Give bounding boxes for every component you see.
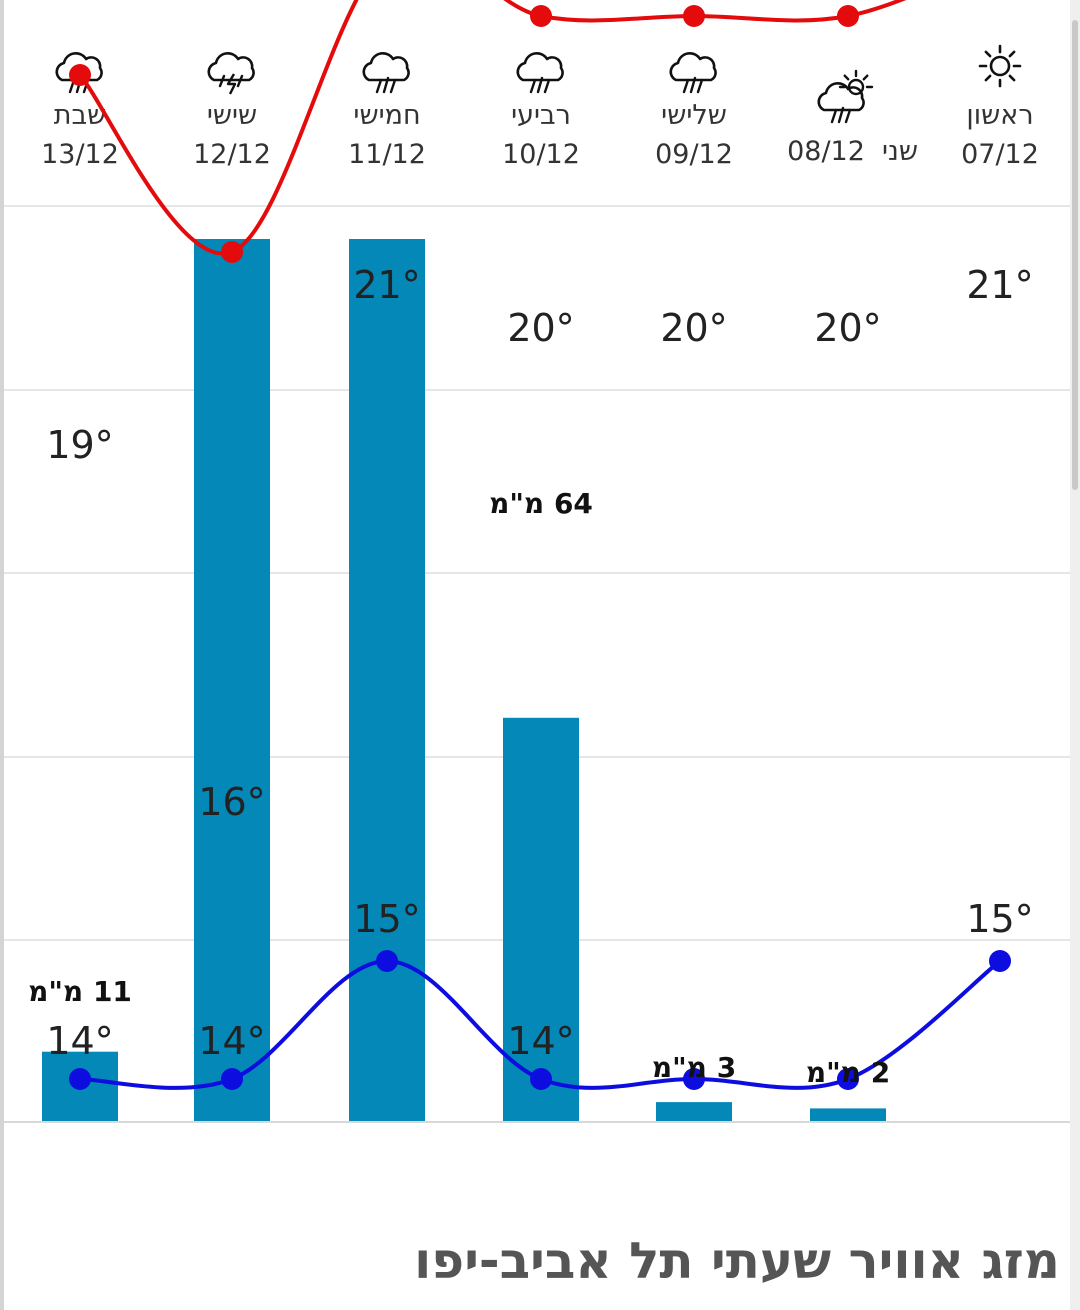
day-date: 11/12: [348, 139, 426, 170]
chart-labels: 21° 20° 20° 20° 21° 16° 19° 15° 14° 15° 14° 14° 2 מ"…: [28, 263, 1034, 1089]
scrollbar-track[interactable]: [1070, 0, 1080, 1310]
sun-ray: [984, 50, 992, 58]
day-header-08-12: שני 08/12: [787, 69, 918, 167]
lightning-bolt: [226, 73, 237, 95]
rain-drop: [830, 108, 838, 124]
day-date: 08/12: [787, 136, 865, 167]
scrollbar-thumb[interactable]: [1072, 20, 1078, 490]
min-temp-point: [683, 1068, 705, 1090]
rain-drop: [218, 74, 226, 88]
sun-ray: [1008, 50, 1016, 58]
rain-cloud-icon: [516, 52, 564, 94]
day-header-10-12: רביעי 10/12: [502, 52, 580, 170]
rain-cloud-icon: [669, 52, 717, 94]
rain-drop: [543, 78, 551, 94]
sun-ray: [843, 74, 850, 81]
day-header-09-12: שלישי 09/12: [655, 52, 733, 170]
min-temp-label: 14°: [46, 1019, 113, 1063]
rain-drop: [375, 78, 383, 94]
precip-bar: [656, 1102, 732, 1121]
max-temp-label: 20°: [507, 306, 574, 350]
sun-icon: [978, 44, 1022, 88]
cloud-shape: [669, 52, 717, 82]
max-temp-label: 20°: [660, 306, 727, 350]
day-header-12-12: שישי 12/12: [193, 52, 271, 170]
max-temp-label: 20°: [814, 306, 881, 350]
precip-label: 64 מ"מ: [489, 487, 593, 520]
cloud-shape: [55, 52, 103, 82]
precip-bar: [503, 717, 579, 1121]
max-temp-point: [683, 5, 705, 27]
day-name: רביעי: [511, 100, 571, 131]
min-temp-label: 15°: [966, 897, 1033, 941]
precip-label: 2 מ"מ: [806, 1056, 890, 1089]
max-temp-label: 21°: [353, 263, 420, 307]
max-temp-point: [530, 5, 552, 27]
precip-label: 11 מ"מ: [28, 975, 132, 1008]
page-title: מזג אוויר שעתי תל אביב-יפו: [414, 1232, 1060, 1290]
rain-drop: [529, 78, 537, 94]
day-date: 07/12: [961, 139, 1039, 170]
chart-gridlines: [4, 205, 1070, 1123]
precip-label: 3 מ"מ: [652, 1051, 736, 1084]
rain-drop: [389, 78, 397, 94]
precip-bar: [194, 239, 270, 1121]
min-temp-label: 15°: [353, 897, 420, 941]
rain-drop: [682, 78, 690, 94]
min-temp-point: [989, 950, 1011, 972]
max-temp-point: [69, 64, 91, 86]
day-date: 09/12: [655, 139, 733, 170]
day-headers: ראשון 07/12 שני 08/12 שלישי 09/12 רביעי 10/12 חמ…: [41, 44, 1039, 170]
min-temp-point: [376, 950, 398, 972]
sun-ray: [1008, 74, 1016, 82]
sun-core: [989, 55, 1011, 77]
min-temp-label: 14°: [198, 1019, 265, 1063]
rain-cloud-icon: [362, 52, 410, 94]
day-name: חמישי: [353, 100, 420, 131]
day-name: שישי: [207, 100, 257, 131]
cloud-shape: [362, 52, 410, 82]
max-temp-point: [837, 5, 859, 27]
day-name: שלישי: [661, 100, 727, 131]
cloud-shape: [817, 82, 865, 112]
sun-ray: [862, 74, 869, 81]
min-temp-point: [221, 1068, 243, 1090]
min-temp-point: [69, 1068, 91, 1090]
precip-bar: [810, 1108, 886, 1121]
rain-drop: [382, 76, 390, 94]
thunderstorm-icon: [207, 52, 255, 95]
max-temp-label: 19°: [46, 423, 113, 467]
day-date: 13/12: [41, 139, 119, 170]
day-date: 12/12: [193, 139, 271, 170]
max-temp-label: 21°: [966, 263, 1033, 307]
rain-drop: [844, 108, 852, 124]
max-temp-label: 16°: [198, 780, 265, 824]
day-name: ראשון: [966, 100, 1033, 131]
sun-cloud-rain-icon: [817, 69, 874, 124]
rain-drop: [536, 76, 544, 94]
day-name: שני: [882, 136, 918, 167]
forecast-chart: ראשון 07/12 שני 08/12 שלישי 09/12 רביעי 10/12 חמ…: [4, 0, 1070, 1123]
rain-drop: [837, 106, 845, 124]
cloud-shape: [516, 52, 564, 82]
window-frame-left: [0, 0, 4, 1310]
precip-bars: [42, 239, 886, 1121]
day-header-11-12: חמישי 11/12: [348, 52, 426, 170]
day-date: 10/12: [502, 139, 580, 170]
min-temp-label: 14°: [507, 1019, 574, 1063]
day-header-07-12: ראשון 07/12: [961, 44, 1039, 170]
max-temp-point: [221, 241, 243, 263]
rain-drop: [689, 76, 697, 94]
temp-lines: [69, 0, 1011, 1090]
precip-bar: [349, 239, 425, 1121]
cloud-shape: [207, 52, 255, 82]
rain-drop: [236, 74, 244, 88]
sun-ray: [984, 74, 992, 82]
min-temp-point: [837, 1068, 859, 1090]
min-temp-point: [530, 1068, 552, 1090]
rain-drop: [696, 78, 704, 94]
